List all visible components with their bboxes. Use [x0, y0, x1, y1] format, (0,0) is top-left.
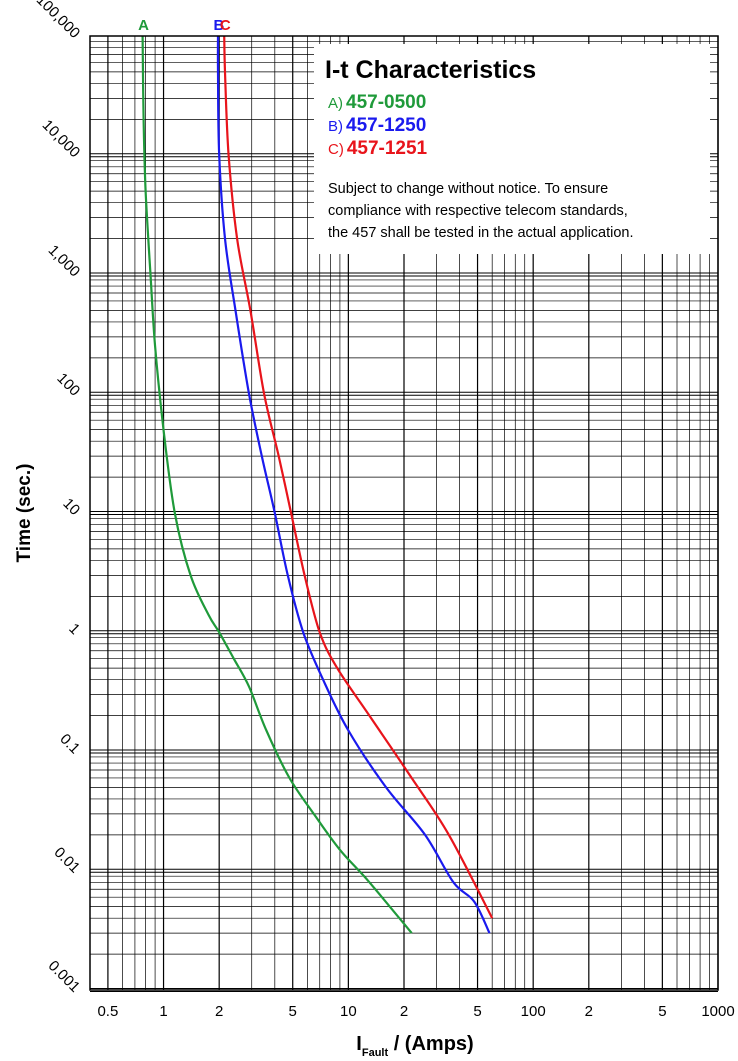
chart-title: I-t Characteristics — [325, 56, 536, 84]
curve-letter-c: C — [220, 17, 231, 34]
curve-letter-a: A — [138, 17, 149, 34]
y-tick-label: 1 — [65, 620, 83, 638]
curve-letter-b: B — [214, 17, 225, 34]
legend-entry-b: B) 457-1250 — [328, 115, 426, 136]
note-line-3: the 457 shall be tested in the actual ap… — [328, 225, 634, 241]
x-tick-label: 2 — [400, 1003, 408, 1020]
curve-c — [223, 35, 494, 919]
y-tick-label: 1,000 — [45, 242, 84, 281]
legend-series-name: 457-1251 — [347, 138, 428, 159]
y-tick-label: 10,000 — [39, 117, 83, 161]
x-tick-label: 2 — [585, 1003, 593, 1020]
y-tick-label: 100 — [53, 370, 83, 400]
curve-letters: A BC — [138, 17, 231, 34]
x-tick-label: 10 — [340, 1003, 357, 1020]
note-line-2: compliance with respective telecom stand… — [328, 203, 628, 219]
x-tick-label: 0.5 — [97, 1003, 118, 1020]
plot-frame — [89, 35, 719, 991]
grid-lines — [89, 36, 719, 992]
y-tick-label: 0.01 — [51, 844, 84, 877]
curve-a — [141, 35, 413, 934]
x-tick-label: 1 — [159, 1003, 167, 1020]
x-axis-title-main: I — [356, 1033, 362, 1055]
legend-entry-a: A) 457-0500 — [328, 92, 426, 113]
y-tick-label: 0.1 — [56, 731, 83, 758]
legend-prefix: B) — [328, 118, 343, 135]
x-axis-title: IFault / (Amps) — [356, 1033, 473, 1059]
x-tick-label: 1000 — [701, 1003, 734, 1020]
legend-series-name: 457-1250 — [346, 115, 426, 136]
y-tick-label: 0.001 — [45, 957, 84, 996]
x-axis-title-rest: / (Amps) — [388, 1033, 474, 1055]
x-tick-label: 5 — [289, 1003, 297, 1020]
y-axis-title: Time (sec.) — [14, 464, 35, 563]
x-axis-title-subscript: Fault — [362, 1047, 389, 1059]
y-tick-label: 100,000 — [33, 0, 83, 42]
legend-prefix: C) — [328, 141, 344, 158]
legend-box — [314, 44, 710, 254]
y-tick-label: 10 — [59, 495, 83, 519]
legend-series-name: 457-0500 — [346, 92, 426, 113]
legend-entry-c: C) 457-1251 — [328, 138, 428, 159]
note-line-1: Subject to change without notice. To ens… — [328, 181, 608, 197]
curves — [141, 35, 494, 934]
legend-prefix: A) — [328, 95, 343, 112]
x-tick-label: 2 — [215, 1003, 223, 1020]
x-tick-label: 5 — [473, 1003, 481, 1020]
curve-b — [216, 35, 491, 934]
x-tick-label: 5 — [658, 1003, 666, 1020]
x-tick-label: 100 — [521, 1003, 546, 1020]
